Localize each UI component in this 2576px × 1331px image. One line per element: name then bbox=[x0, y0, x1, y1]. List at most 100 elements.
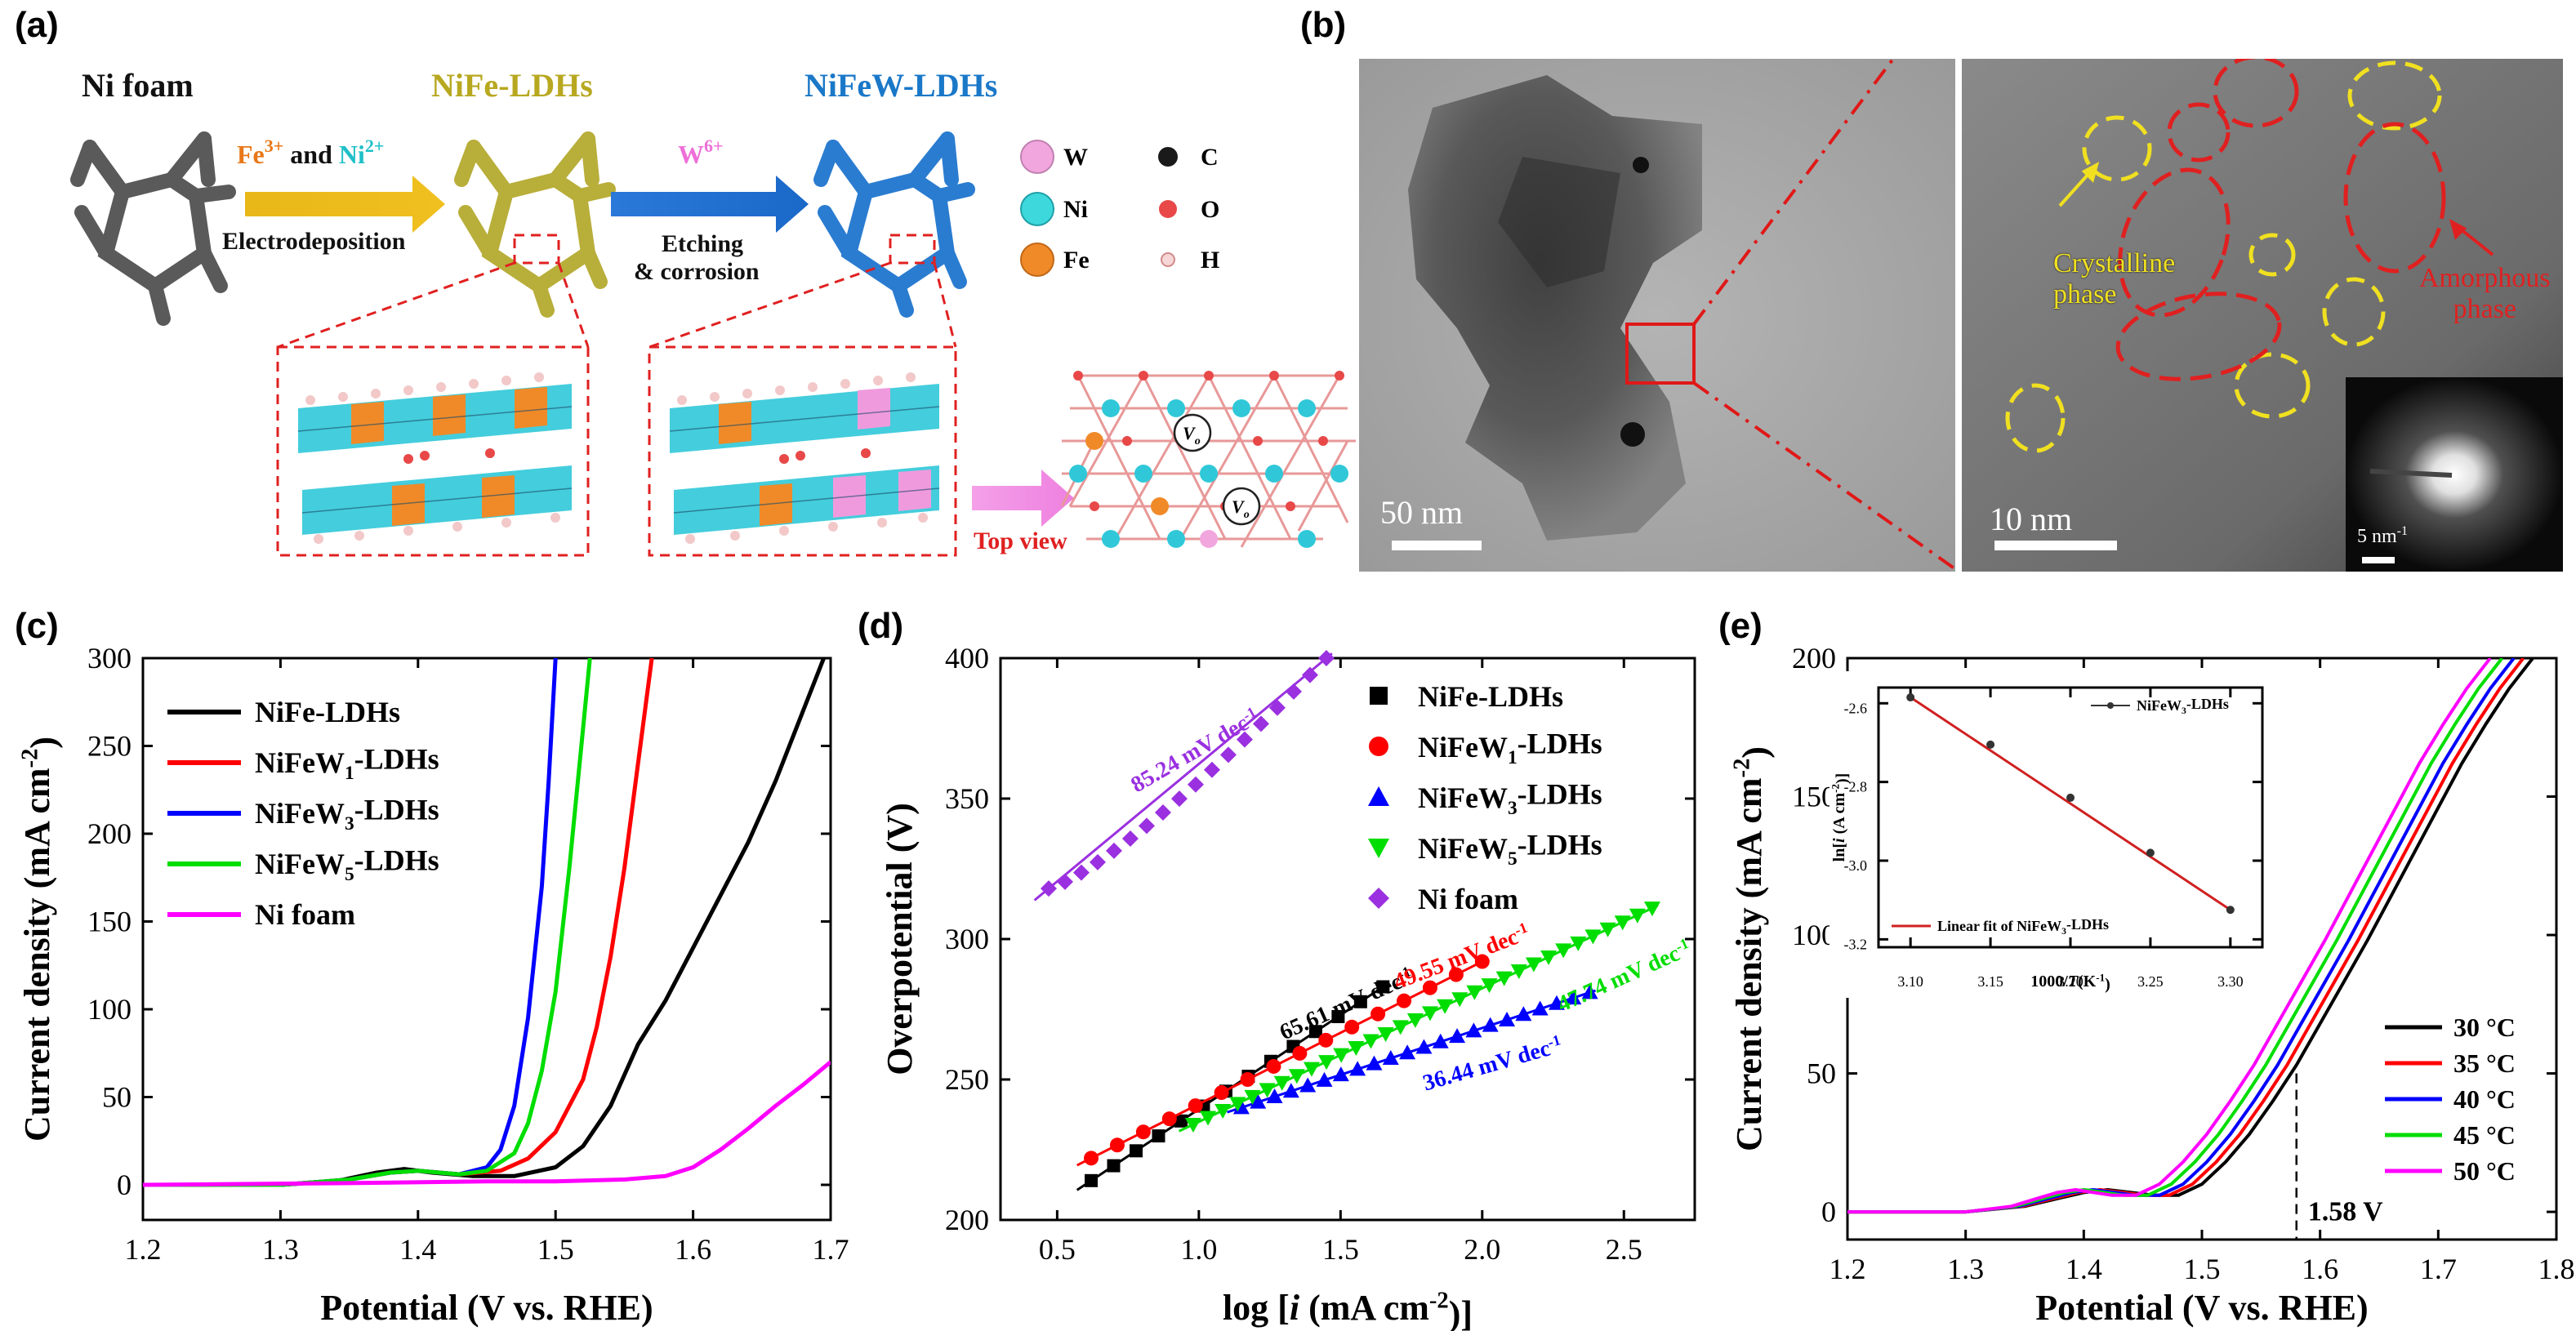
chart-d-marker bbox=[1154, 804, 1171, 821]
chart-d-marker bbox=[1292, 1045, 1308, 1061]
chart-c-xtick-label: 1.2 bbox=[125, 1233, 162, 1266]
electrodeposition-arrow bbox=[245, 176, 445, 233]
chart-e-inset-xtick-label: 3.10 bbox=[1897, 973, 1923, 990]
chart-d-marker bbox=[1214, 1103, 1232, 1119]
chart-d-marker bbox=[1376, 980, 1390, 994]
legend-c-label: C bbox=[1201, 144, 1219, 171]
chart-d-marker bbox=[1187, 776, 1204, 793]
chart-d-marker bbox=[1240, 1072, 1255, 1087]
chart-d-marker bbox=[1056, 873, 1073, 890]
chart-d-marker bbox=[1482, 1017, 1499, 1032]
legend-o-label: O bbox=[1201, 196, 1219, 223]
chart-d-marker bbox=[1449, 1028, 1466, 1044]
chart-d-marker bbox=[1266, 1058, 1281, 1074]
chart-e-xtick-label: 1.4 bbox=[2066, 1253, 2102, 1285]
chart-d-marker bbox=[1273, 1075, 1290, 1091]
chart-d-marker bbox=[1392, 1020, 1409, 1035]
chart-d-marker bbox=[1499, 1011, 1516, 1026]
chart-d-marker bbox=[1308, 1025, 1322, 1039]
chart-d-marker bbox=[1629, 908, 1646, 924]
chart-c-xtick-label: 1.6 bbox=[675, 1233, 711, 1266]
chart-d-legend-marker bbox=[1368, 786, 1389, 806]
chart-d-marker bbox=[1109, 1137, 1125, 1153]
chart-e-ylabel: Current density (mA cm-2) bbox=[1729, 746, 1776, 1151]
nife-structure-icon bbox=[454, 131, 616, 318]
chart-c-legend-label: NiFeW3-LDHs bbox=[255, 794, 439, 835]
chart-d-marker bbox=[1252, 715, 1269, 732]
chart-d-marker bbox=[1344, 1019, 1360, 1035]
legend-c-icon bbox=[1158, 147, 1178, 167]
chart-e-legend-label: 50 °C bbox=[2453, 1156, 2516, 1186]
vacancy-sub-2: o bbox=[1244, 509, 1250, 521]
nifew-structure-icon bbox=[813, 131, 975, 318]
chart-d-marker bbox=[1565, 990, 1582, 1005]
ni-foam-title: Ni foam bbox=[82, 67, 194, 104]
chart-d-ytick-label: 250 bbox=[945, 1063, 989, 1096]
chart-d-marker bbox=[1203, 761, 1220, 778]
legend-h-icon bbox=[1161, 252, 1175, 267]
chart-e-xtick-label: 1.5 bbox=[2184, 1253, 2221, 1285]
atom-legend: W C Ni O Fe H bbox=[1020, 140, 1219, 277]
chart-d-ylabel: Overpotential (V) bbox=[880, 803, 920, 1075]
chart-d-marker bbox=[1259, 1083, 1276, 1098]
chart-d-fit-line bbox=[1033, 652, 1333, 901]
nifew-ldhs-title: NiFeW-LDHs bbox=[804, 67, 997, 104]
chart-d-marker bbox=[1333, 1048, 1350, 1063]
chart-e-xtick-label: 1.2 bbox=[1829, 1253, 1866, 1285]
chart-e-ytick-label: 200 bbox=[1792, 642, 1836, 674]
chart-d-marker bbox=[1317, 650, 1335, 666]
chart-d-marker bbox=[1432, 1033, 1449, 1048]
ni-ion-charge: 2+ bbox=[365, 136, 385, 156]
crystalline-arrow-icon bbox=[2058, 162, 2100, 207]
chart-d-marker bbox=[1135, 1124, 1151, 1140]
chart-c-xtick-label: 1.7 bbox=[813, 1233, 849, 1266]
legend-w-icon bbox=[1020, 140, 1054, 174]
chart-e-legend-label: 35 °C bbox=[2453, 1048, 2516, 1078]
ni-foam-structure-icon bbox=[70, 131, 236, 326]
left-scale-bar bbox=[1392, 541, 1482, 550]
chart-d-marker bbox=[1599, 922, 1616, 937]
vacancy-label-2: V bbox=[1232, 496, 1246, 517]
chart-e-inset-fit-line bbox=[1910, 696, 2231, 911]
amorphous-rings bbox=[2115, 59, 2446, 381]
chart-e-inset-point bbox=[2226, 906, 2235, 915]
chart-d-marker bbox=[1138, 817, 1155, 835]
nife-ldhs-title: NiFe-LDHs bbox=[431, 67, 593, 104]
legend-fe-label: Fe bbox=[1063, 247, 1090, 274]
chart-d-marker bbox=[1332, 1066, 1349, 1082]
chart-e-inset-point bbox=[2146, 848, 2155, 857]
etching-arrow bbox=[611, 176, 809, 233]
chart-d-marker bbox=[1089, 853, 1106, 870]
chart-d-marker bbox=[1614, 915, 1631, 931]
beam-stop bbox=[2369, 469, 2453, 478]
chart-d-marker bbox=[1085, 1173, 1099, 1187]
chart-c-series-line bbox=[143, 1060, 831, 1187]
chart-d-slope-label: 47.74 mV dec-1 bbox=[1553, 935, 1695, 1017]
chart-d-marker bbox=[1200, 1111, 1217, 1126]
chart-d-xtick-label: 2.0 bbox=[1464, 1233, 1500, 1266]
chart-e-xtick-label: 1.6 bbox=[2302, 1253, 2338, 1285]
svg-text:Vo: Vo bbox=[1232, 496, 1250, 521]
chart-c-frame bbox=[141, 657, 832, 1222]
panel-label-b: (b) bbox=[1300, 5, 1347, 45]
chart-d-marker bbox=[1540, 950, 1558, 965]
chart-d-marker bbox=[1107, 1159, 1121, 1173]
chart-d-marker bbox=[1349, 1061, 1366, 1076]
chart-e-xlabel: Potential (V vs. RHE) bbox=[2035, 1288, 2368, 1328]
fe-ion-label: Fe bbox=[237, 140, 265, 169]
chart-e-vline-label: 1.58 V bbox=[2308, 1196, 2383, 1226]
chart-c: 1.2 1.3 1.4 1.5 1.6 1.7 0 50 100 150 200 250 300 NiFe… bbox=[17, 642, 849, 1328]
chart-d-marker bbox=[1495, 971, 1513, 986]
chart-e-inset-legend-marker bbox=[2107, 702, 2114, 709]
chart-c-ytick-label: 50 bbox=[102, 1081, 131, 1114]
chart-d-marker bbox=[1303, 1062, 1320, 1077]
chart-d-legend-marker bbox=[1368, 839, 1389, 858]
chart-c-ytick-label: 100 bbox=[87, 993, 131, 1026]
chart-e-inset-ytick-label: -3.2 bbox=[1844, 936, 1868, 952]
chart-e: 1.2 1.3 1.4 1.5 1.6 1.7 1.8 0 50 100 150 200 1.58 V 3… bbox=[1729, 642, 2575, 1328]
chart-d-marker bbox=[1465, 1022, 1482, 1038]
vacancy-label-1: V bbox=[1183, 423, 1197, 443]
chart-d-slope-label: 49.55 mV dec-1 bbox=[1390, 919, 1533, 995]
ni-ion-label: Ni bbox=[339, 140, 365, 169]
chart-d-marker bbox=[1353, 995, 1367, 1008]
